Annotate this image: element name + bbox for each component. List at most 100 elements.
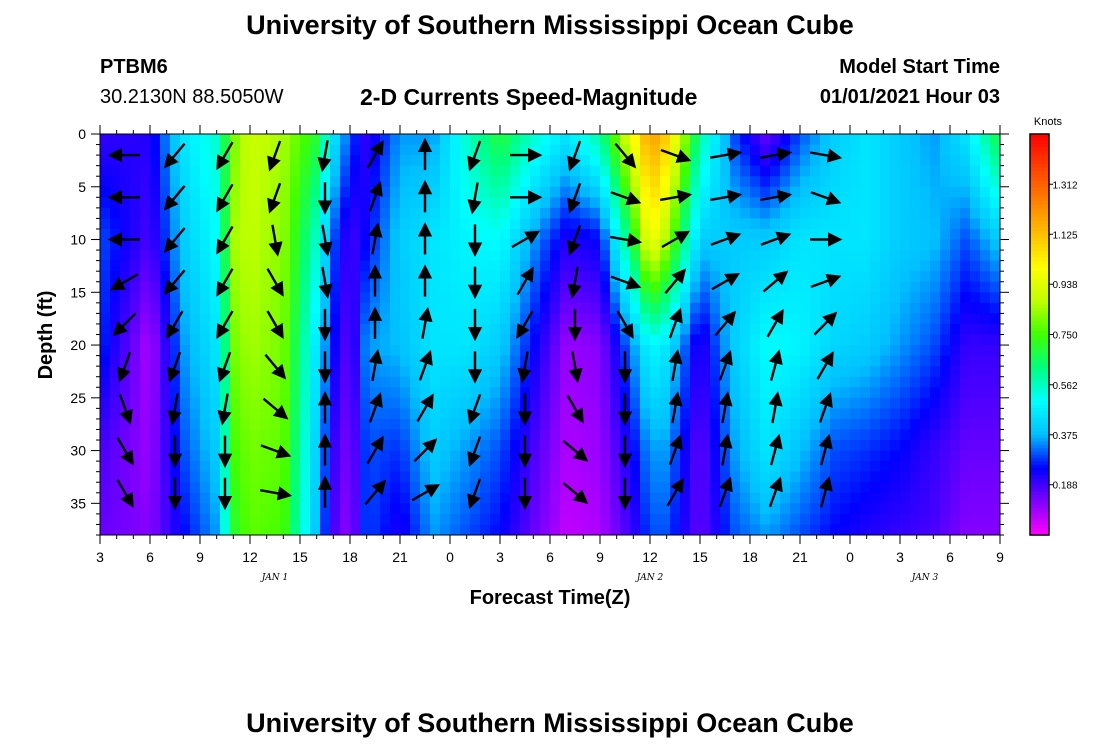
heatmap-cell xyxy=(960,260,971,272)
heatmap-cell xyxy=(530,176,541,188)
heatmap-cell xyxy=(890,281,901,293)
current-vector xyxy=(366,435,384,465)
heatmap-cell xyxy=(450,429,461,441)
heatmap-cell xyxy=(920,397,931,409)
heatmap-cell xyxy=(350,376,361,388)
heatmap-cell xyxy=(500,503,511,515)
heatmap-cell xyxy=(520,429,531,441)
heatmap-cell xyxy=(510,387,521,399)
heatmap-cell xyxy=(680,134,691,146)
heatmap-cell xyxy=(500,408,511,420)
heatmap-cell xyxy=(760,176,771,188)
heatmap-cell xyxy=(850,155,861,167)
colorbar-segment xyxy=(1030,481,1049,486)
heatmap-cell xyxy=(950,197,961,209)
heatmap-cell xyxy=(660,228,671,241)
heatmap-cell xyxy=(650,176,661,188)
heatmap-cell xyxy=(240,482,251,494)
heatmap-cell xyxy=(760,207,771,220)
heatmap-cell xyxy=(810,503,821,515)
heatmap-cell xyxy=(150,218,161,230)
heatmap-cell xyxy=(950,165,961,177)
heatmap-cell xyxy=(730,440,741,452)
heatmap-cell xyxy=(380,144,391,156)
heatmap-cell xyxy=(360,218,371,230)
current-vector xyxy=(467,182,482,215)
heatmap-cell xyxy=(560,503,571,515)
heatmap-cell xyxy=(830,461,841,473)
heatmap-cell xyxy=(420,450,431,462)
heatmap-cell xyxy=(350,345,361,357)
footer-title: University of Southern Mississippi Ocean… xyxy=(246,708,854,738)
heatmap-cell xyxy=(620,144,631,156)
heatmap-cell xyxy=(720,144,731,156)
heatmap-cell xyxy=(760,250,771,262)
heatmap-cell xyxy=(850,271,861,283)
heatmap-cell xyxy=(550,302,561,314)
heatmap-cell xyxy=(980,397,991,409)
heatmap-cell xyxy=(790,418,801,431)
heatmap-cell xyxy=(150,334,161,346)
heatmap-cell xyxy=(360,376,371,388)
heatmap-cell xyxy=(820,176,831,188)
heatmap-cell xyxy=(570,397,581,409)
current-vector xyxy=(166,310,184,339)
heatmap-cell xyxy=(490,450,501,462)
heatmap-cell xyxy=(280,250,291,262)
heatmap-cell xyxy=(720,513,731,526)
heatmap-cell xyxy=(740,461,751,473)
heatmap-cell xyxy=(890,186,901,198)
colorbar: Knots 0.1880.3750.5620.7500.9381.1251.31… xyxy=(1029,116,1078,536)
heatmap-cell xyxy=(320,292,331,304)
heatmap-cell xyxy=(950,186,961,198)
heatmap-cell xyxy=(240,271,251,283)
heatmap-cell xyxy=(130,155,141,167)
heatmap-cell xyxy=(360,418,371,431)
heatmap-cell xyxy=(560,397,571,409)
heatmap-cell xyxy=(740,397,751,409)
heatmap-cell xyxy=(770,228,781,241)
heatmap-cell xyxy=(810,228,821,241)
heatmap-cell xyxy=(860,471,871,483)
heatmap-cell xyxy=(670,250,681,262)
heatmap-cell xyxy=(250,503,261,515)
heatmap-cell xyxy=(130,482,141,494)
heatmap-cell xyxy=(430,345,441,357)
heatmap-cell xyxy=(140,144,151,156)
heatmap-cell xyxy=(230,302,241,314)
heatmap-cell xyxy=(410,366,421,378)
heatmap-cell xyxy=(620,228,631,241)
heatmap-cell xyxy=(120,397,131,409)
heatmap-cell xyxy=(660,450,671,462)
heatmap-cell xyxy=(960,302,971,314)
heatmap-cell xyxy=(760,482,771,494)
heatmap-cell xyxy=(810,260,821,272)
heatmap-cell xyxy=(590,387,601,399)
heatmap-cell xyxy=(790,513,801,526)
heatmap-cell xyxy=(760,186,771,198)
heatmap-cell xyxy=(750,492,761,504)
heatmap-cell xyxy=(750,429,761,441)
heatmap-cell xyxy=(970,503,981,515)
heatmap-cell xyxy=(110,271,121,283)
heatmap-cell xyxy=(870,228,881,241)
heatmap-cell xyxy=(140,524,151,535)
heatmap-cell xyxy=(180,492,191,504)
heatmap-cell xyxy=(360,355,371,367)
heatmap-cell xyxy=(130,260,141,272)
heatmap-cell xyxy=(330,482,341,494)
heatmap-cell xyxy=(690,313,701,325)
heatmap-cell xyxy=(990,250,1000,262)
heatmap-cell xyxy=(980,408,991,420)
heatmap-cell xyxy=(850,144,861,156)
heatmap-cell xyxy=(850,387,861,399)
heatmap-cell xyxy=(870,155,881,167)
heatmap-cell xyxy=(950,408,961,420)
heatmap-cell xyxy=(750,218,761,230)
heatmap-cell xyxy=(930,513,941,526)
heatmap-cell xyxy=(340,144,351,156)
heatmap-cell xyxy=(850,176,861,188)
heatmap-cell xyxy=(720,260,731,272)
heatmap-cell xyxy=(340,440,351,452)
heatmap-cell xyxy=(290,492,301,504)
